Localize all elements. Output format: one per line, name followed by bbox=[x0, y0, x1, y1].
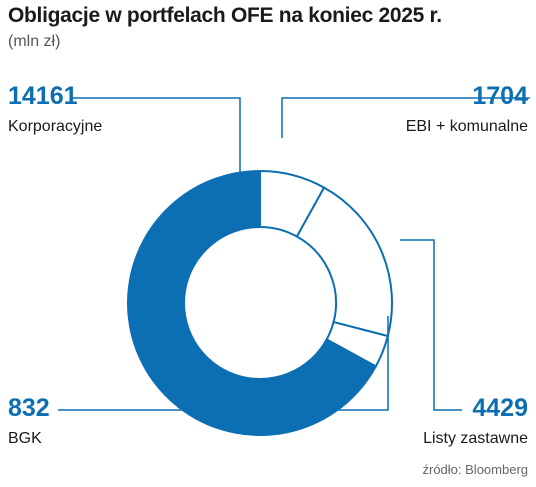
donut-slice-4 bbox=[127, 169, 378, 436]
leader-line-ebi bbox=[281, 97, 530, 138]
slice-value-korporacyjne: 14161 bbox=[8, 82, 78, 110]
slice-label-ebi: EBI + komunalne bbox=[405, 118, 528, 135]
chart-subtitle: (mln zł) bbox=[8, 33, 61, 50]
slice-value-ebi: 1704 bbox=[472, 82, 528, 110]
source-note: źródło: Bloomberg bbox=[422, 462, 529, 477]
slice-value-bgk: 832 bbox=[8, 394, 50, 422]
slice-value-listy: 4429 bbox=[472, 394, 528, 422]
chart-title: Obligacje w portfelach OFE na koniec 202… bbox=[8, 4, 442, 27]
leader-line-listy bbox=[400, 239, 462, 411]
leader-line-bgk bbox=[58, 316, 389, 411]
slice-label-korporacyjne: Korporacyjne bbox=[8, 118, 103, 135]
leader-line-korporacyjne bbox=[70, 97, 241, 196]
donut-slice-2 bbox=[295, 186, 393, 338]
slice-label-bgk: BGK bbox=[8, 430, 42, 447]
slice-label-listy: Listy zastawne bbox=[423, 430, 528, 447]
